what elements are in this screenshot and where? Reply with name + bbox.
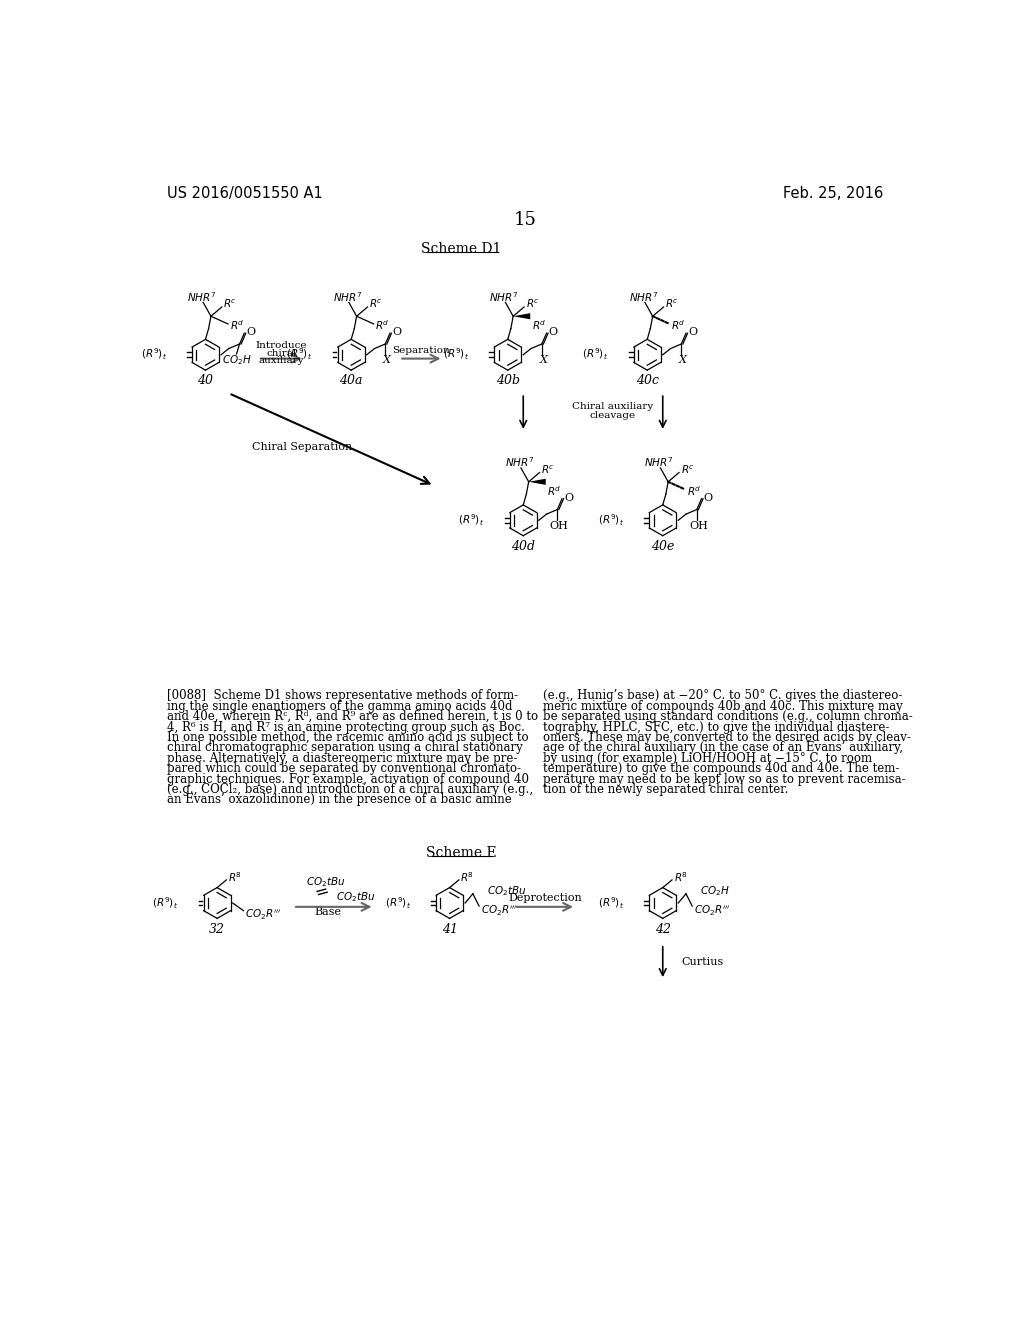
Text: $NHR^7$: $NHR^7$ [505,455,535,470]
Text: $NHR^7$: $NHR^7$ [629,290,658,304]
Text: $(R^9)_t$: $(R^9)_t$ [153,895,178,911]
Text: $CO_2tBu$: $CO_2tBu$ [486,884,526,898]
Text: perature may need to be kept low so as to prevent racemisa-: perature may need to be kept low so as t… [543,772,905,785]
Text: O: O [688,327,697,338]
Text: OH: OH [689,520,708,531]
Text: tography, HPLC, SFC, etc.) to give the individual diastere-: tography, HPLC, SFC, etc.) to give the i… [543,721,889,734]
Text: Deprotection: Deprotection [508,894,582,903]
Text: $NHR^7$: $NHR^7$ [489,290,518,304]
Text: $CO_2H$: $CO_2H$ [700,884,730,898]
Text: an Evans’ oxazolidinone) in the presence of a basic amine: an Evans’ oxazolidinone) in the presence… [167,793,512,807]
Text: Base: Base [314,907,341,917]
Text: $R^c$: $R^c$ [541,463,555,475]
Text: chiral chromatographic separation using a chiral stationary: chiral chromatographic separation using … [167,742,522,754]
Text: 40b: 40b [496,375,520,388]
Text: be separated using standard conditions (e.g., column chroma-: be separated using standard conditions (… [543,710,912,723]
Text: $(R^9)_t$: $(R^9)_t$ [287,347,312,363]
Polygon shape [528,479,546,484]
Text: 4, R⁶ is H, and R⁷ is an amine protecting group such as Boc.: 4, R⁶ is H, and R⁷ is an amine protectin… [167,721,524,734]
Text: $(R^9)_t$: $(R^9)_t$ [598,895,624,911]
Text: US 2016/0051550 A1: US 2016/0051550 A1 [167,186,323,201]
Text: 15: 15 [513,211,537,228]
Text: $R^d$: $R^d$ [687,484,701,498]
Text: $R^d$: $R^d$ [547,484,562,498]
Text: $R^d$: $R^d$ [531,318,547,333]
Text: In one possible method, the racemic amino acid is subject to: In one possible method, the racemic amin… [167,731,528,744]
Text: X: X [540,355,548,366]
Text: $CO_2R'''$: $CO_2R'''$ [480,904,517,917]
Text: $R^8$: $R^8$ [228,871,242,884]
Text: (e.g., COCl₂, base) and introduction of a chiral auxiliary (e.g.,: (e.g., COCl₂, base) and introduction of … [167,783,532,796]
Text: 42: 42 [654,923,671,936]
Text: $NHR^7$: $NHR^7$ [333,290,362,304]
Text: $R^c$: $R^c$ [681,463,694,475]
Text: O: O [247,327,256,338]
Text: Scheme D1: Scheme D1 [421,243,502,256]
Text: Scheme E: Scheme E [426,846,497,859]
Text: X: X [679,355,687,366]
Text: omers. These may be converted to the desired acids by cleav-: omers. These may be converted to the des… [543,731,910,744]
Text: meric mixture of compounds 40b and 40c. This mixture may: meric mixture of compounds 40b and 40c. … [543,700,902,713]
Text: $R^c$: $R^c$ [525,298,540,310]
Text: cleavage: cleavage [590,411,636,420]
Text: $CO_2tBu$: $CO_2tBu$ [306,875,345,890]
Polygon shape [513,313,530,319]
Text: 32: 32 [209,923,225,936]
Text: pared which could be separated by conventional chromato-: pared which could be separated by conven… [167,762,521,775]
Text: auxiliary: auxiliary [259,356,304,366]
Text: $CO_2tBu$: $CO_2tBu$ [336,891,376,904]
Text: $(R^9)_t$: $(R^9)_t$ [442,347,469,363]
Text: Separation: Separation [392,346,450,355]
Text: OH: OH [550,520,568,531]
Text: O: O [549,327,558,338]
Text: $NHR^7$: $NHR^7$ [644,455,674,470]
Text: graphic techniques. For example, activation of compound 40: graphic techniques. For example, activat… [167,772,528,785]
Text: age of the chiral auxiliary (in the case of an Evans’ auxiliary,: age of the chiral auxiliary (in the case… [543,742,902,754]
Text: $(R^9)_t$: $(R^9)_t$ [140,347,167,363]
Text: 40e: 40e [651,540,675,553]
Text: Chiral Separation: Chiral Separation [252,442,352,453]
Text: $R^d$: $R^d$ [375,318,390,333]
Text: 40: 40 [198,375,213,388]
Text: (e.g., Hunig’s base) at −20° C. to 50° C. gives the diastereo-: (e.g., Hunig’s base) at −20° C. to 50° C… [543,689,902,702]
Text: $(R^9)_t$: $(R^9)_t$ [385,895,411,911]
Text: and 40e, wherein Rᶜ, Rᵈ, and R⁹ are as defined herein, t is 0 to: and 40e, wherein Rᶜ, Rᵈ, and R⁹ are as d… [167,710,538,723]
Text: $R^8$: $R^8$ [461,871,474,884]
Text: $(R^9)_t$: $(R^9)_t$ [583,347,608,363]
Text: $CO_2H$: $CO_2H$ [221,354,252,367]
Text: Introduce: Introduce [256,341,307,350]
Text: $R^8$: $R^8$ [674,871,688,884]
Text: Feb. 25, 2016: Feb. 25, 2016 [783,186,884,201]
Text: phase. Alternatively, a diastereomeric mixture may be pre-: phase. Alternatively, a diastereomeric m… [167,751,517,764]
Text: 41: 41 [441,923,458,936]
Text: tion of the newly separated chiral center.: tion of the newly separated chiral cente… [543,783,788,796]
Text: X: X [383,355,391,366]
Text: $R^c$: $R^c$ [369,298,383,310]
Text: Chiral auxiliary: Chiral auxiliary [571,401,653,411]
Text: $R^d$: $R^d$ [672,318,686,333]
Text: $CO_2R'''$: $CO_2R'''$ [245,907,282,921]
Text: O: O [564,492,573,503]
Text: $R^c$: $R^c$ [665,298,679,310]
Text: 40a: 40a [339,375,362,388]
Text: O: O [392,327,401,338]
Text: temperature) to give the compounds 40d and 40e. The tem-: temperature) to give the compounds 40d a… [543,762,899,775]
Text: O: O [703,492,713,503]
Text: $(R^9)_t$: $(R^9)_t$ [459,512,484,528]
Text: $NHR^7$: $NHR^7$ [186,290,216,304]
Text: by using (for example) LiOH/HOOH at −15° C. to room: by using (for example) LiOH/HOOH at −15°… [543,751,871,764]
Text: ing the single enantiomers of the gamma amino acids 40d: ing the single enantiomers of the gamma … [167,700,512,713]
Text: chiral: chiral [266,348,297,358]
Text: Curtius: Curtius [681,957,724,966]
Text: [0088]  Scheme D1 shows representative methods of form-: [0088] Scheme D1 shows representative me… [167,689,518,702]
Text: 40c: 40c [636,375,658,388]
Text: 40d: 40d [511,540,536,553]
Text: $CO_2R'''$: $CO_2R'''$ [693,904,730,917]
Text: $R^d$: $R^d$ [229,318,244,333]
Text: $R^c$: $R^c$ [223,298,238,310]
Text: $(R^9)_t$: $(R^9)_t$ [598,512,624,528]
